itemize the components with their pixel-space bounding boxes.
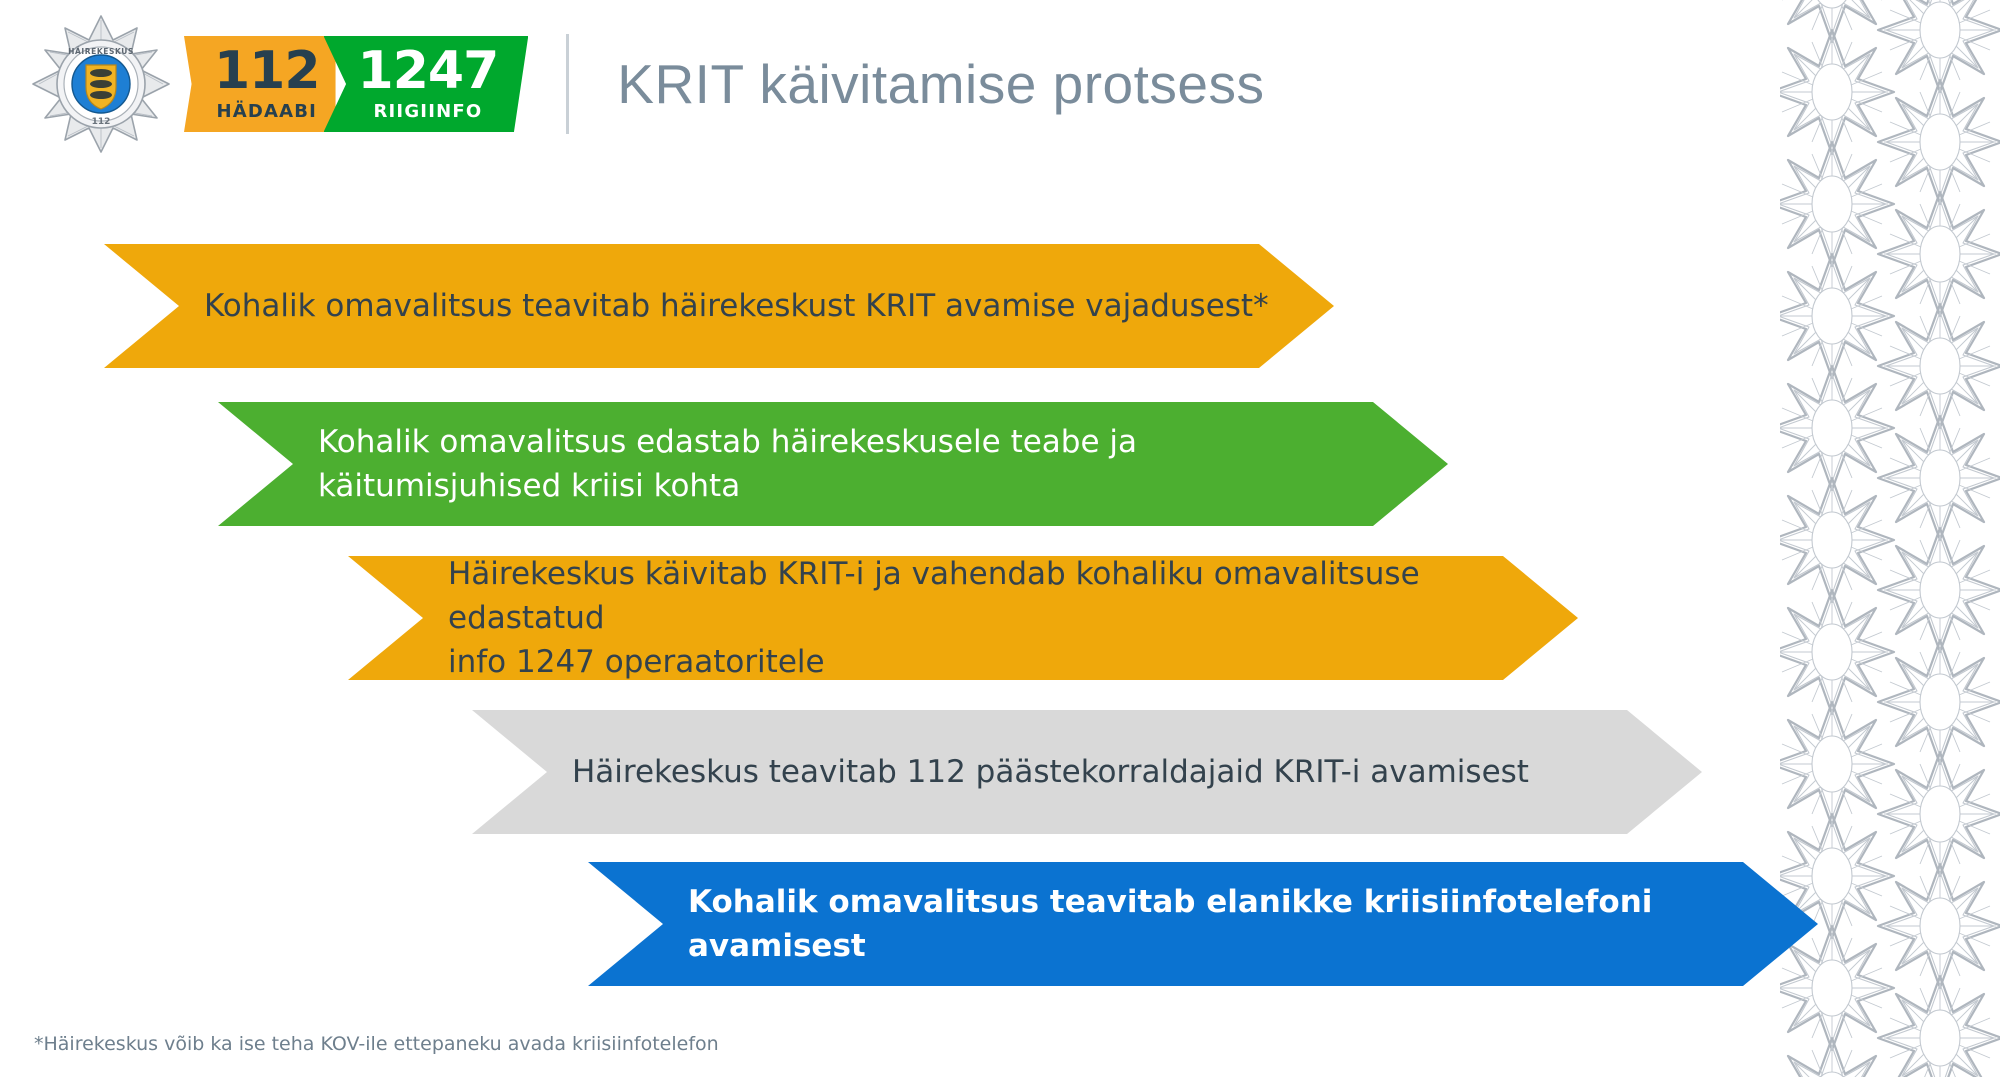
process-step-5-label: Kohalik omavalitsus teavitab elanikke kr… bbox=[688, 883, 1653, 964]
process-step-3: Häirekeskus käivitab KRIT-i ja vahendab … bbox=[348, 556, 1578, 680]
crest-ring-text: HÄIREKESKUS bbox=[68, 47, 134, 56]
process-step-5: Kohalik omavalitsus teavitab elanikke kr… bbox=[588, 862, 1818, 986]
star-pattern-svg bbox=[1780, 0, 2000, 1077]
badge-1247-number: 1247 bbox=[357, 41, 500, 101]
decorative-star-pattern bbox=[1780, 0, 2000, 1077]
page-title: KRIT käivitamise protsess bbox=[617, 53, 1265, 115]
footnote-text: *Häirekeskus võib ka ise teha KOV-ile et… bbox=[34, 1033, 719, 1055]
badge-1247: 1247 RIIGIINFO bbox=[323, 36, 529, 132]
process-step-2-label: Kohalik omavalitsus edastab häirekeskuse… bbox=[318, 423, 1138, 504]
process-step-1: Kohalik omavalitsus teavitab häirekeskus… bbox=[104, 244, 1334, 368]
process-step-2: Kohalik omavalitsus edastab häirekeskuse… bbox=[218, 402, 1448, 526]
process-step-3-label: Häirekeskus käivitab KRIT-i ja vahendab … bbox=[448, 555, 1420, 681]
process-step-4-label: Häirekeskus teavitab 112 päästekorraldaj… bbox=[572, 753, 1529, 790]
process-step-4: Häirekeskus teavitab 112 päästekorraldaj… bbox=[472, 710, 1702, 834]
header-bar: HÄIREKESKUS 112 112 HÄDAABI 1247 RIIGIIN… bbox=[26, 14, 1265, 154]
process-step-1-label: Kohalik omavalitsus teavitab häirekeskus… bbox=[204, 287, 1269, 324]
badge-112-sublabel: HÄDAABI bbox=[216, 101, 318, 122]
hairekeskus-crest-icon: HÄIREKESKUS 112 bbox=[32, 15, 170, 153]
badge-112-number: 112 bbox=[214, 41, 321, 101]
header-divider bbox=[566, 34, 570, 134]
emergency-badge-group: 112 HÄDAABI 1247 RIIGIINFO bbox=[184, 36, 529, 132]
badge-112: 112 HÄDAABI bbox=[184, 36, 336, 132]
badge-1247-sublabel: RIIGIINFO bbox=[373, 101, 483, 122]
crest-number: 112 bbox=[92, 117, 111, 127]
